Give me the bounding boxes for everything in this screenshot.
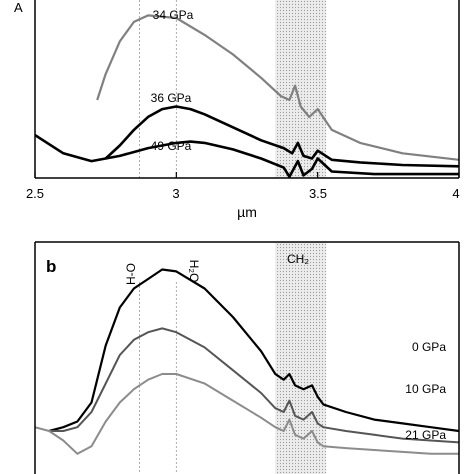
x-ticks-a	[34, 172, 460, 178]
reference-lines-b	[139, 282, 177, 474]
series-line	[48, 268, 459, 433]
x-axis-label: µm	[237, 204, 257, 220]
annotation-h-o: H-O	[124, 263, 138, 285]
ch2-band-b	[275, 242, 327, 474]
panel-a: A 2.5 3 3.5 4 µm 34 GPa 36 GPa 49 GPa	[14, 0, 460, 220]
series-line	[96, 14, 459, 161]
series-label-49gpa: 49 GPa	[151, 139, 192, 153]
panel-letter-b: b	[46, 257, 56, 276]
series-label-10gpa: 10 GPa	[405, 382, 446, 396]
reference-lines-a	[139, 0, 177, 178]
annotation-ch2: CH₂	[287, 252, 309, 266]
series-label-21gpa: 21 GPa	[405, 428, 446, 442]
series-label-0gpa: 0 GPa	[412, 340, 446, 354]
panel-b: b H-O H₂O CH₂ 0 GPa 10 GPa 21 GPa	[34, 241, 460, 474]
series-line	[49, 327, 459, 444]
x-tick-label: 3.5	[309, 186, 327, 201]
y-axis-label-partial: A	[14, 0, 23, 15]
series-group-a	[35, 14, 459, 178]
series-label-36gpa: 36 GPa	[151, 91, 192, 105]
series-line	[35, 373, 459, 455]
x-tick-label: 4	[452, 186, 459, 201]
series-group-b	[35, 268, 459, 455]
annotation-h2o: H₂O	[187, 260, 201, 283]
x-tick-label: 2.5	[26, 186, 44, 201]
series-line	[104, 105, 459, 168]
series-label-34gpa: 34 GPa	[153, 8, 194, 22]
series-line	[35, 134, 459, 178]
x-tick-label: 3	[172, 186, 179, 201]
